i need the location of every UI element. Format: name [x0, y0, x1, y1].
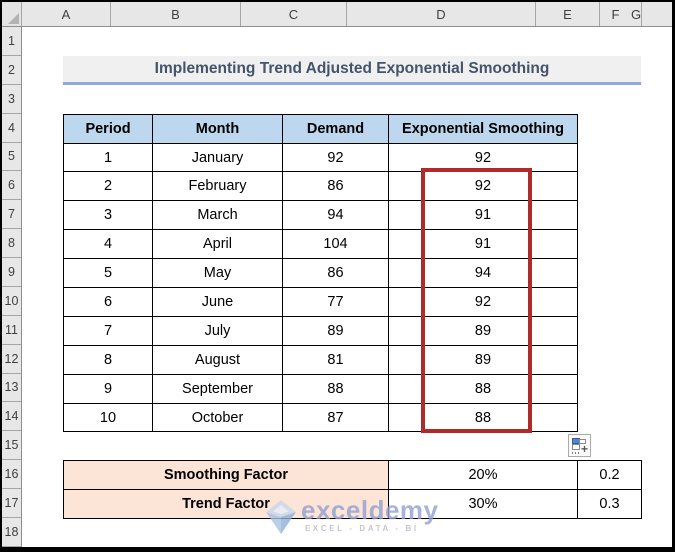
period-cell[interactable]: 1 [63, 142, 153, 173]
period-cell[interactable]: 4 [63, 229, 153, 260]
row-header[interactable]: 15 [2, 431, 21, 461]
month-cell[interactable]: April [152, 229, 283, 260]
month-cell[interactable]: July [152, 315, 283, 346]
period-cell[interactable]: 9 [63, 373, 153, 404]
demand-cell[interactable]: 89 [282, 315, 389, 346]
period-cell[interactable]: 6 [63, 287, 153, 317]
month-cell[interactable]: February [152, 171, 283, 202]
exponential-smoothing-cell[interactable]: 89 [388, 344, 578, 375]
row-header[interactable]: 13 [2, 374, 21, 403]
month-cell[interactable]: August [152, 344, 283, 375]
row-header[interactable]: 18 [2, 518, 21, 547]
column-header[interactable]: C [241, 2, 347, 26]
table-header-cell[interactable]: Period [63, 113, 153, 144]
exponential-smoothing-cell[interactable]: 92 [388, 287, 578, 317]
factor-row: Smoothing Factor 20% 0.2 [63, 460, 642, 491]
column-header[interactable]: E [536, 2, 600, 26]
month-cell[interactable]: May [152, 258, 283, 289]
row-header[interactable]: 1 [2, 27, 21, 56]
table-body: 1 January 92 92 2 February 86 92 3 March… [63, 142, 578, 433]
exponential-smoothing-cell[interactable]: 91 [388, 229, 578, 260]
row-header[interactable]: 16 [2, 460, 21, 489]
period-cell[interactable]: 2 [63, 171, 153, 202]
month-cell[interactable]: March [152, 200, 283, 231]
autofill-outline-rect-1 [579, 439, 586, 444]
demand-cell[interactable]: 87 [282, 402, 389, 433]
row-header[interactable]: 7 [2, 200, 21, 230]
table-row: 5 May 86 94 [63, 258, 578, 289]
row-header[interactable]: 2 [2, 56, 21, 85]
table-row: 6 June 77 92 [63, 287, 578, 317]
column-header[interactable]: B [111, 2, 241, 26]
factor-percent-cell[interactable]: 20% [388, 460, 578, 491]
autofill-dots [572, 452, 581, 454]
demand-cell[interactable]: 77 [282, 287, 389, 317]
row-header[interactable]: 3 [2, 85, 21, 114]
factor-row: Trend Factor 30% 0.3 [63, 489, 642, 520]
table-header-cell[interactable]: Exponential Smoothing [388, 113, 578, 144]
table-header-cell[interactable]: Month [152, 113, 283, 144]
column-header[interactable]: F [611, 6, 620, 22]
data-table: Period Month Demand Exponential Smoothing 1… [63, 113, 578, 433]
autofill-plus-glyph: + [580, 442, 588, 456]
row-header[interactable]: 11 [2, 316, 21, 345]
demand-cell[interactable]: 88 [282, 373, 389, 404]
column-header[interactable]: D [347, 2, 536, 26]
row-header[interactable]: 14 [2, 402, 21, 432]
row-header[interactable]: 17 [2, 489, 21, 518]
factor-decimal-cell[interactable]: 0.2 [577, 460, 642, 491]
period-cell[interactable]: 10 [63, 402, 153, 433]
period-cell[interactable]: 7 [63, 315, 153, 346]
demand-cell[interactable]: 86 [282, 258, 389, 289]
exponential-smoothing-cell[interactable]: 92 [388, 142, 578, 173]
demand-cell[interactable]: 92 [282, 142, 389, 173]
demand-cell[interactable]: 104 [282, 229, 389, 260]
column-header[interactable]: A [22, 2, 111, 26]
autofill-outline-rect-2 [572, 444, 580, 450]
period-cell[interactable]: 8 [63, 344, 153, 375]
month-cell[interactable]: September [152, 373, 283, 404]
exponential-smoothing-cell[interactable]: 89 [388, 315, 578, 346]
table-row: 4 April 104 91 [63, 229, 578, 260]
demand-cell[interactable]: 81 [282, 344, 389, 375]
factor-percent-cell[interactable]: 30% [388, 489, 578, 520]
factor-table: Smoothing Factor 20% 0.2 Trend Factor 30… [63, 460, 642, 520]
row-header[interactable]: 5 [2, 143, 21, 172]
period-cell[interactable]: 5 [63, 258, 153, 289]
row-header[interactable]: 6 [2, 171, 21, 201]
demand-cell[interactable]: 94 [282, 200, 389, 231]
row-header[interactable]: 12 [2, 345, 21, 374]
factor-table-body: Smoothing Factor 20% 0.2 Trend Factor 30… [63, 460, 642, 520]
column-header[interactable]: G [631, 2, 643, 26]
row-header[interactable]: 4 [2, 114, 21, 143]
month-cell[interactable]: June [152, 287, 283, 317]
autofill-options-icon[interactable]: + [568, 434, 591, 457]
table-row: 8 August 81 89 [63, 344, 578, 375]
sheet-title-cell[interactable]: Implementing Trend Adjusted Exponential … [63, 55, 641, 85]
select-all-corner[interactable] [2, 2, 22, 26]
factor-decimal-cell[interactable]: 0.3 [577, 489, 642, 520]
row-header-strip: 1 2 3 4 5 6 7 8 9 10 11 12 13 14 15 16 17 18 [2, 27, 22, 547]
select-all-triangle-icon [8, 13, 19, 24]
table-row: 7 July 89 89 [63, 315, 578, 346]
row-header[interactable]: 9 [2, 258, 21, 287]
highlight-rectangle-shape[interactable] [421, 168, 532, 433]
factor-label-cell[interactable]: Smoothing Factor [63, 460, 389, 491]
demand-cell[interactable]: 86 [282, 171, 389, 202]
month-cell[interactable]: October [152, 402, 283, 433]
table-header-row: Period Month Demand Exponential Smoothing [63, 113, 578, 144]
month-cell[interactable]: January [152, 142, 283, 173]
exponential-smoothing-cell[interactable]: 94 [388, 258, 578, 289]
row-header[interactable]: 8 [2, 229, 21, 258]
table-header-cell[interactable]: Demand [282, 113, 389, 144]
period-cell[interactable]: 3 [63, 200, 153, 231]
factor-label-cell[interactable]: Trend Factor [63, 489, 389, 520]
row-header[interactable]: 10 [2, 287, 21, 316]
